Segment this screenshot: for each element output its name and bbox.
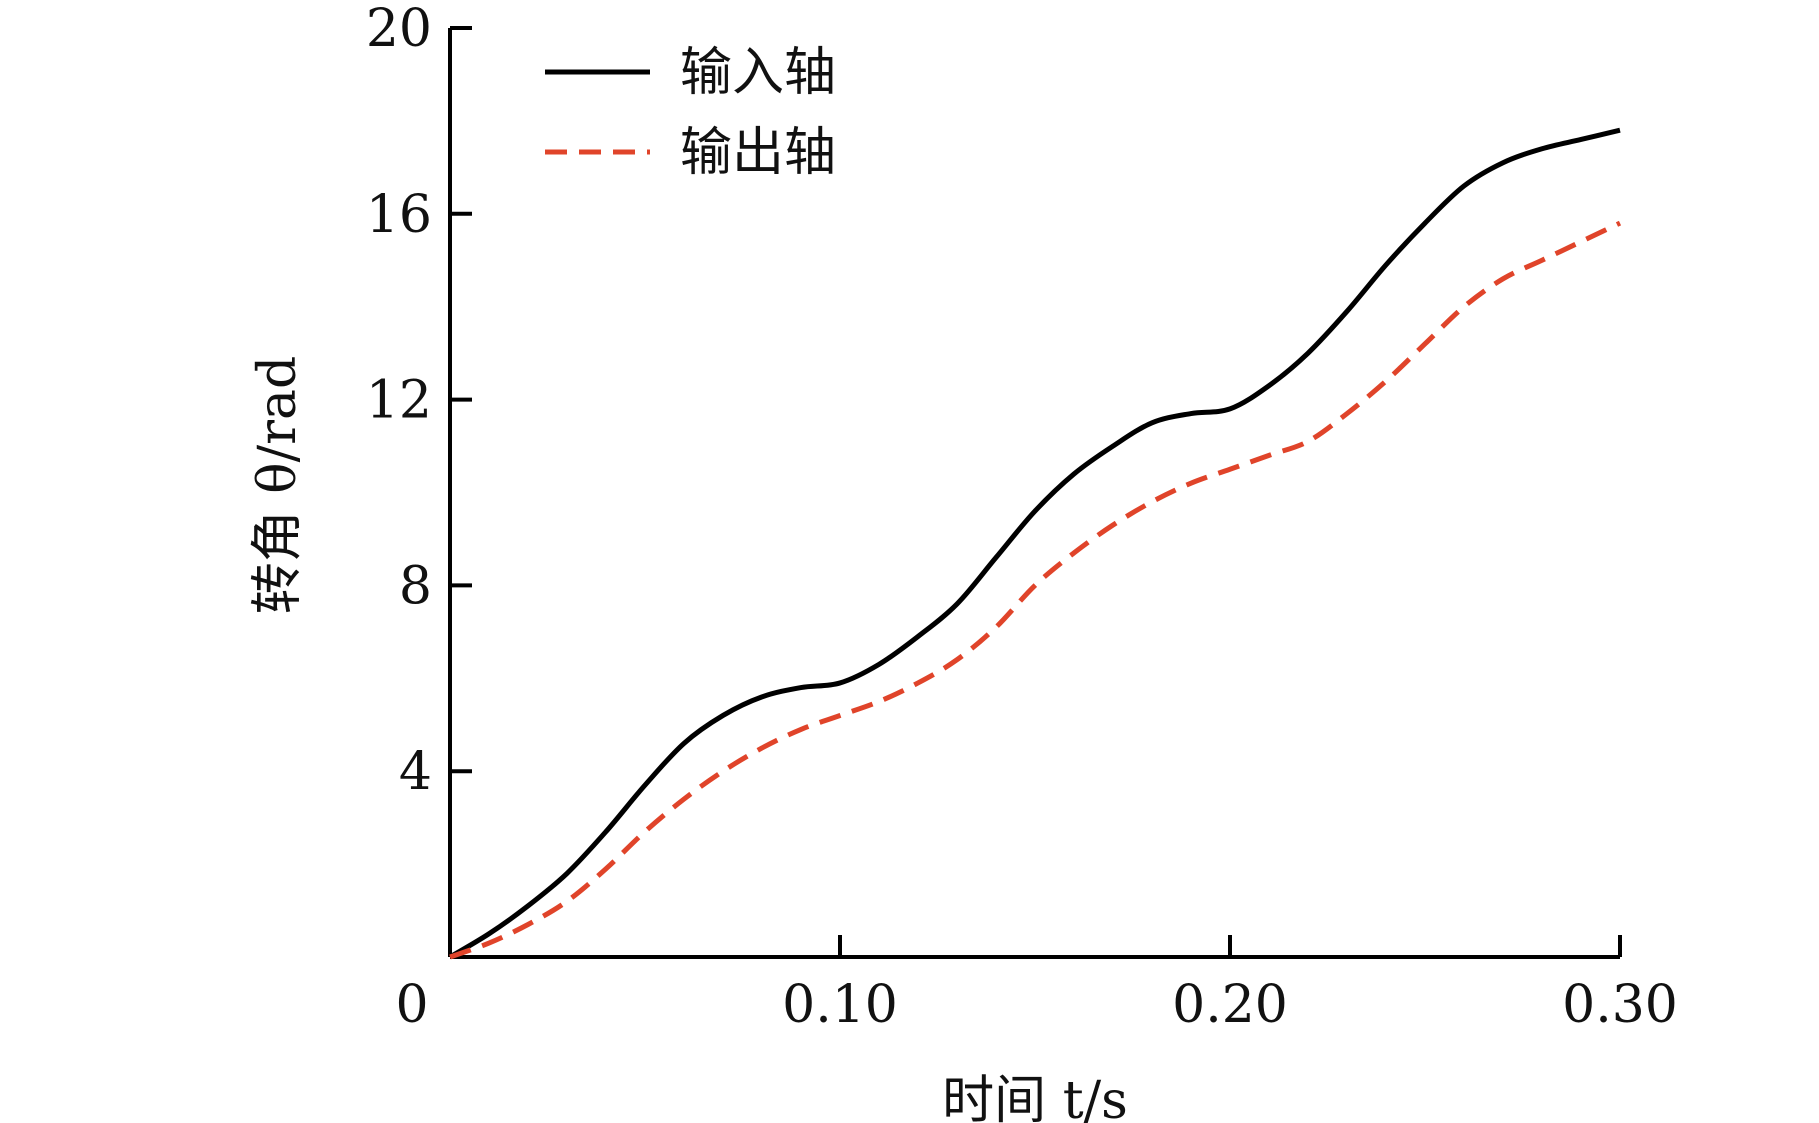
series-line-input-shaft xyxy=(448,127,1621,960)
y-axis-title: 转角 θ/rad xyxy=(248,356,308,615)
y-tick-label: 20 xyxy=(366,0,432,59)
legend-label-input-shaft: 输入轴 xyxy=(680,43,836,103)
origin-label: 0 xyxy=(395,975,428,1035)
y-tick-label: 16 xyxy=(366,185,432,245)
x-tick-label: 0.20 xyxy=(1172,975,1288,1035)
series-lines xyxy=(448,127,1622,960)
tick-labels: 4 8 12 16 20 0.10 0.20 0.30 xyxy=(366,0,1678,1035)
x-axis-title: 时间 t/s xyxy=(942,1071,1128,1123)
y-tick-label: 8 xyxy=(399,556,432,616)
y-tick-label: 12 xyxy=(366,371,432,431)
y-tick-label: 4 xyxy=(399,742,432,802)
legend: 输入轴 输出轴 xyxy=(545,43,836,183)
x-tick-label: 0.10 xyxy=(782,975,898,1035)
series-line-output-shaft xyxy=(449,220,1622,960)
legend-label-output-shaft: 输出轴 xyxy=(680,123,836,183)
ticks xyxy=(450,26,1622,957)
x-tick-label: 0.30 xyxy=(1562,975,1678,1035)
axes xyxy=(448,28,1620,959)
